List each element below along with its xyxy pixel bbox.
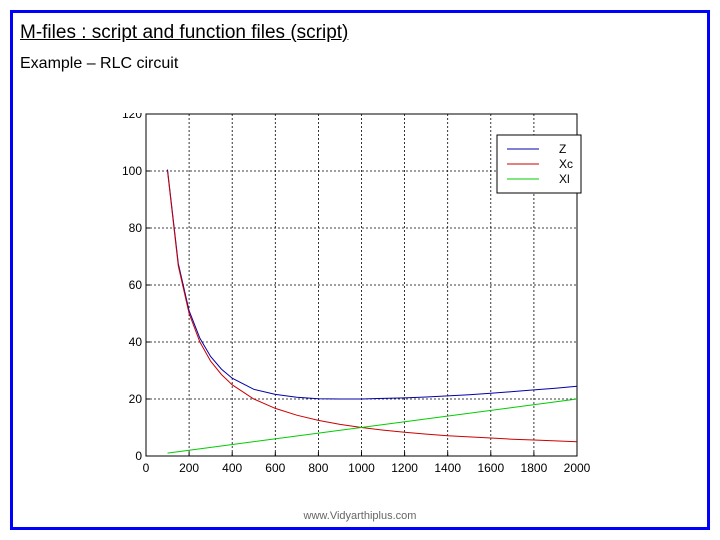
legend-label: Z [559,142,566,156]
y-tick-label: 80 [129,221,143,235]
x-tick-label: 400 [222,461,242,475]
x-tick-label: 0 [143,461,150,475]
x-tick-label: 1400 [434,461,461,475]
legend-label: Xc [559,157,573,171]
x-tick-label: 800 [308,461,328,475]
slide: M-files : script and function files (scr… [10,10,710,530]
series-lines [167,169,578,454]
x-tick-label: 1000 [348,461,375,475]
y-tick-label: 120 [122,113,142,121]
x-tick-label: 1800 [521,461,548,475]
x-tick-label: 1200 [391,461,418,475]
y-tick-label: 100 [122,164,142,178]
y-tick-label: 20 [129,392,143,406]
footer-watermark: www.Vidyarthiplus.com [303,510,417,522]
x-tick-label: 200 [179,461,199,475]
legend-label: Xl [559,172,570,186]
series-line-xc [167,170,578,443]
line-chart: 0 200 400 600 800 1000 1200 1400 1600 1800 2000 0 2… [122,113,591,475]
slide-subtitle: Example – RLC circuit [20,55,179,72]
series-line-xl [167,398,578,454]
y-tick-label: 60 [129,278,143,292]
y-tick-label: 40 [129,335,143,349]
slide-title: M-files : script and function files (scr… [20,22,349,43]
x-tick-label: 1600 [477,461,504,475]
series-line-z [167,169,578,400]
x-tick-label: 2000 [564,461,591,475]
y-tick-label: 0 [135,449,142,463]
y-axis-ticks: 0 20 40 60 80 100 120 [122,113,150,463]
x-axis-ticks: 0 200 400 600 800 1000 1200 1400 1600 1800 2000 [143,452,591,475]
x-tick-label: 600 [265,461,285,475]
